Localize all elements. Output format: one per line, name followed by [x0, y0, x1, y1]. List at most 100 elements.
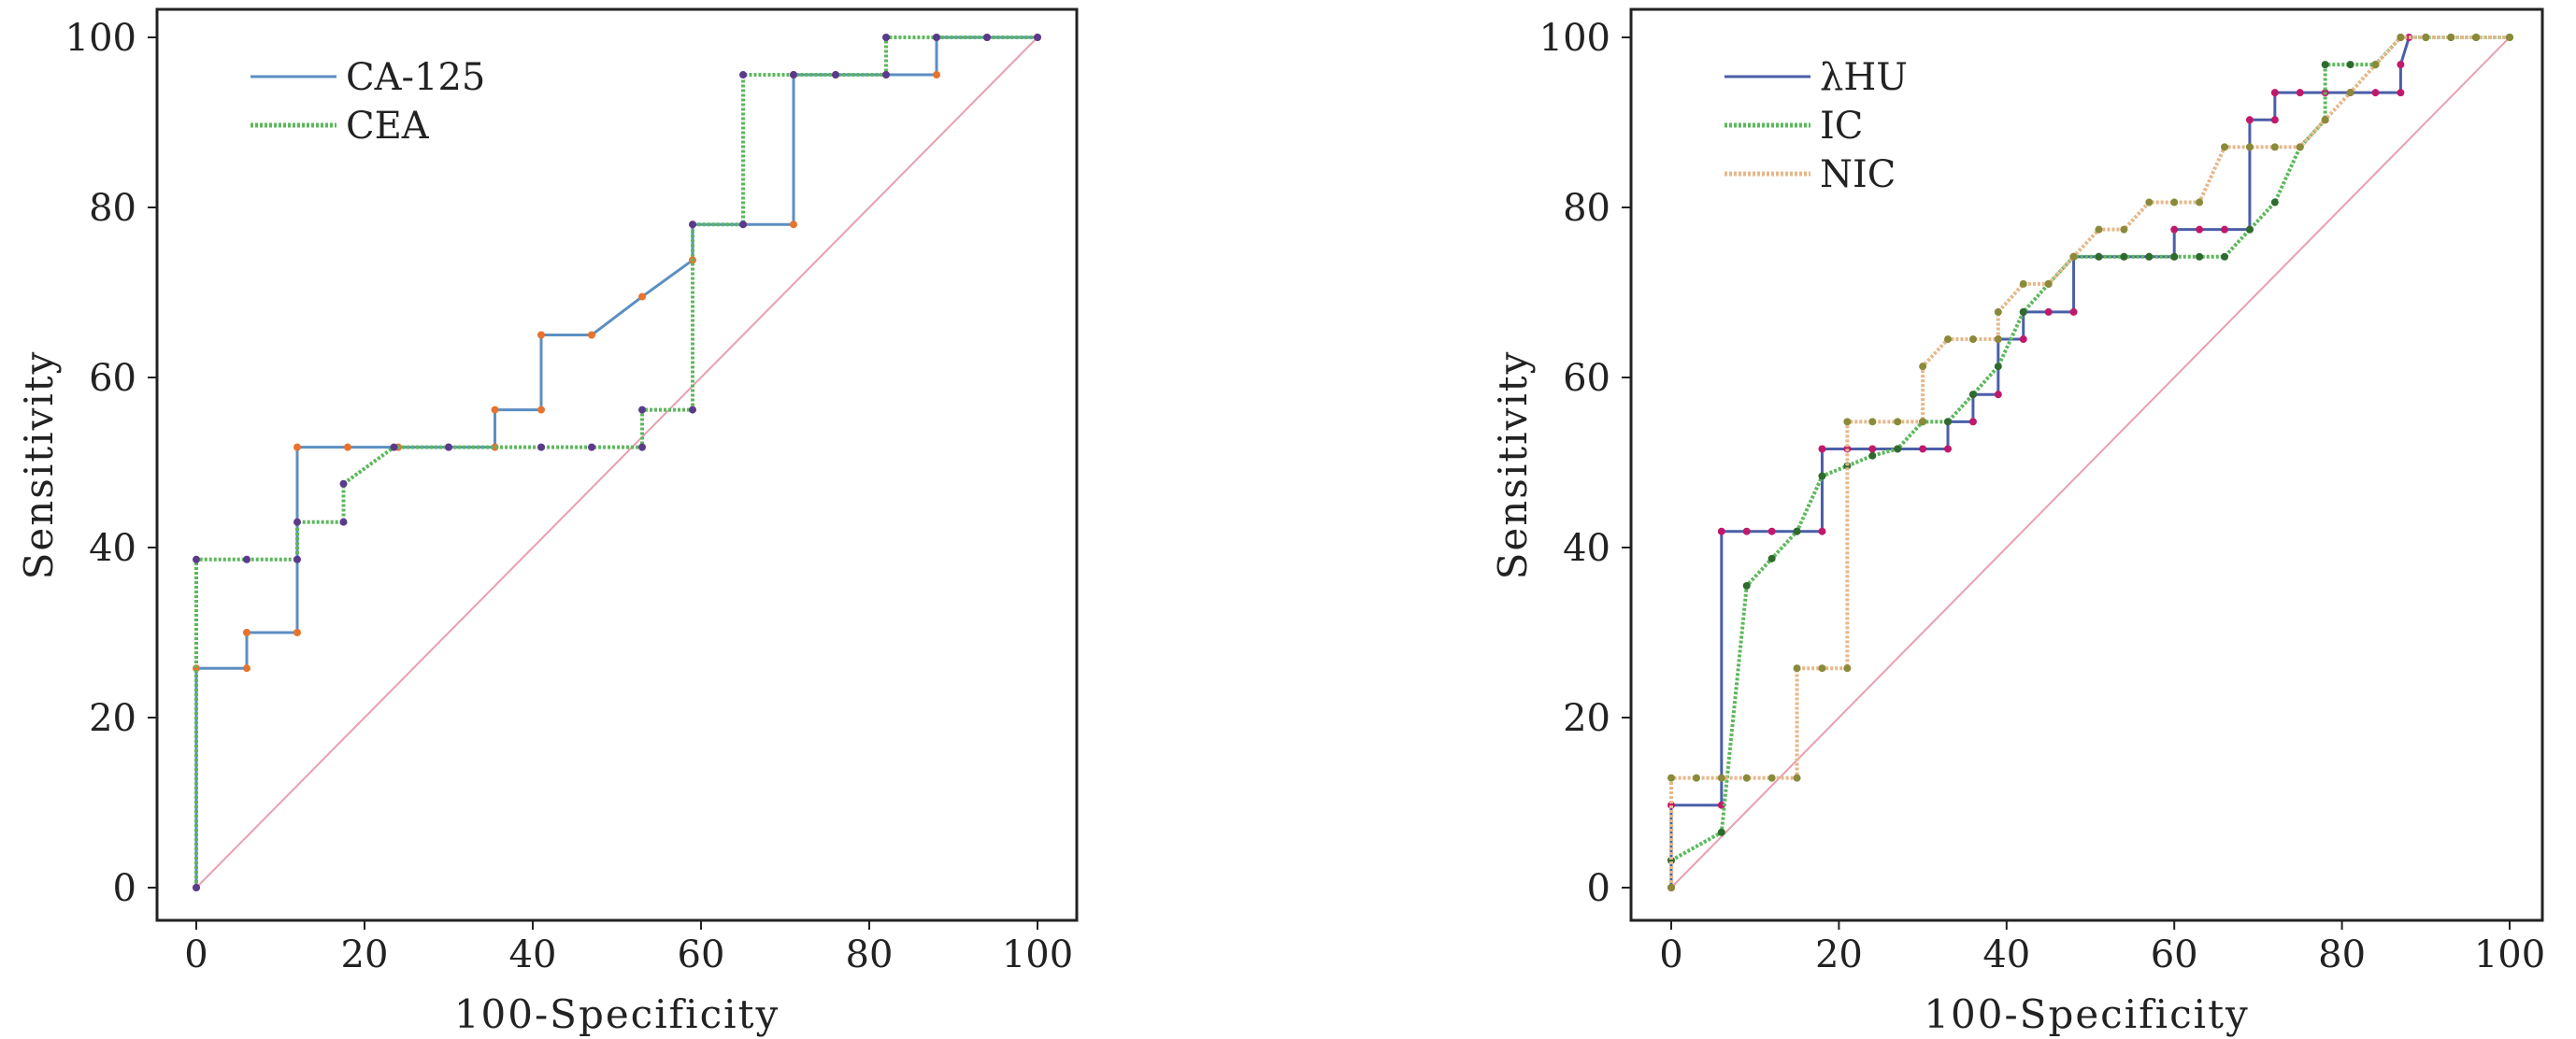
legend-label-ca-125: CA-125	[346, 56, 485, 99]
data-point-cea	[1034, 34, 1041, 41]
data-point-nic	[2346, 89, 2354, 97]
y-tick-label: 80	[1563, 187, 1610, 230]
legend-label-hu: λHU	[1820, 56, 1908, 99]
data-point-hu	[2170, 225, 2179, 234]
data-point-cea	[739, 221, 747, 229]
x-tick-label: 80	[846, 933, 894, 976]
data-point-ic	[1894, 445, 1902, 453]
data-point-hu	[2270, 89, 2279, 97]
data-point-ic	[2170, 252, 2179, 261]
data-point-hu	[2296, 89, 2304, 97]
data-point-ic	[1818, 472, 1826, 480]
y-axis-title: Sensitivity	[16, 350, 62, 580]
data-point-nic	[2397, 34, 2405, 41]
data-point-ic	[1742, 581, 1751, 590]
data-point-cea	[339, 518, 348, 526]
data-point-nic	[2296, 143, 2304, 151]
data-point-ic	[2221, 252, 2229, 261]
data-point-hu	[1968, 418, 1977, 426]
data-point-nic	[1843, 418, 1852, 426]
data-point-hu	[2019, 335, 2027, 344]
data-point-ic	[2196, 252, 2204, 261]
data-point-ca-125	[933, 71, 940, 79]
data-point-nic	[1692, 774, 1700, 782]
data-point-hu	[1994, 391, 2002, 399]
data-point-cea	[933, 34, 940, 41]
data-point-ca-125	[344, 443, 351, 451]
data-point-nic	[1894, 418, 1902, 426]
data-point-hu	[2221, 225, 2229, 234]
data-point-ic	[2270, 198, 2279, 206]
data-point-hu	[1742, 527, 1751, 535]
data-point-hu	[2245, 116, 2254, 124]
data-point-nic	[1767, 774, 1776, 782]
data-point-ca-125	[293, 629, 301, 636]
data-point-hu	[2044, 307, 2053, 316]
data-point-nic	[1717, 774, 1725, 782]
data-point-nic	[1919, 418, 1927, 426]
data-point-cea	[983, 34, 991, 41]
data-point-ca-125	[537, 331, 545, 339]
y-tick-label: 80	[89, 187, 136, 230]
data-point-hu	[1919, 445, 1927, 453]
x-tick-label: 20	[341, 933, 389, 976]
y-tick-label: 0	[1587, 867, 1610, 910]
data-point-ca-125	[293, 443, 301, 451]
data-point-ca-125	[243, 664, 250, 673]
y-tick-label: 60	[89, 357, 136, 400]
series-line-nic	[1669, 36, 2510, 888]
data-point-cea	[689, 406, 696, 414]
data-point-nic	[2321, 116, 2329, 124]
data-point-ic	[2120, 252, 2128, 261]
data-point-ic	[2346, 61, 2354, 69]
data-point-nic	[1994, 307, 2002, 316]
data-point-cea	[293, 555, 301, 563]
data-point-hu	[2371, 89, 2380, 97]
data-point-cea	[588, 443, 595, 451]
data-point-hu	[1767, 527, 1776, 535]
y-tick-label: 40	[1563, 527, 1610, 570]
data-point-hu	[2397, 61, 2405, 69]
data-point-ca-125	[588, 331, 595, 339]
data-point-cea	[445, 443, 452, 451]
data-point-ic	[1793, 527, 1801, 535]
data-point-ic	[2019, 307, 2027, 316]
data-point-ca-125	[491, 406, 499, 414]
data-point-cea	[689, 221, 696, 229]
data-point-cea	[339, 479, 348, 488]
plot-frame	[1629, 7, 2544, 922]
data-point-ca-125	[790, 221, 797, 229]
data-point-cea	[638, 406, 646, 414]
y-tick-label: 20	[1563, 697, 1610, 740]
legend-label-nic: NIC	[1820, 153, 1896, 196]
data-point-nic	[2221, 143, 2229, 151]
series-line-ic	[1670, 36, 2510, 862]
data-point-nic	[2044, 279, 2053, 288]
data-point-hu	[2069, 307, 2078, 316]
data-point-ca-125	[638, 292, 646, 301]
data-point-nic	[1843, 664, 1852, 673]
data-point-nic	[2447, 34, 2455, 41]
data-point-ic	[2145, 252, 2154, 261]
data-point-hu	[2196, 225, 2204, 234]
data-point-nic	[1793, 664, 1801, 673]
data-point-hu	[1944, 445, 1953, 453]
data-point-cea	[882, 71, 890, 79]
series-line-cea	[194, 36, 1038, 888]
data-point-ic	[1994, 363, 2002, 371]
x-tick-label: 60	[678, 933, 725, 976]
data-point-cea	[193, 884, 200, 891]
series-line-hu	[1669, 36, 2411, 888]
reference-diagonal-line	[195, 36, 1038, 889]
y-tick-label: 100	[65, 17, 136, 60]
legend-label-cea: CEA	[346, 105, 430, 148]
data-point-nic	[2145, 198, 2154, 206]
x-tick-label: 40	[1982, 933, 2030, 976]
data-point-cea	[193, 555, 200, 563]
x-tick-label: 0	[1659, 933, 1682, 976]
data-point-nic	[1919, 363, 1927, 371]
data-point-nic	[2170, 198, 2179, 206]
reference-diagonal-line	[1670, 36, 2511, 889]
x-tick-label: 40	[509, 933, 557, 976]
